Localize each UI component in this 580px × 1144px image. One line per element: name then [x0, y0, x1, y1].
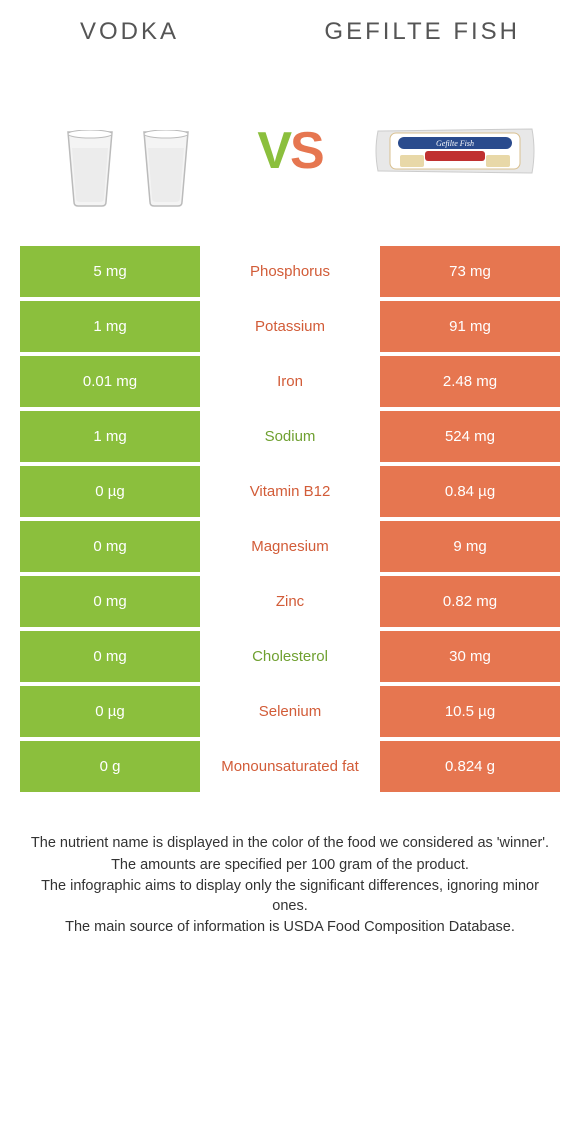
vodka-image [50, 86, 210, 216]
nutrient-label: Magnesium [200, 521, 380, 572]
nutrient-row: 1 mgPotassium91 mg [20, 301, 560, 356]
nutrient-row: 0 mgZinc0.82 mg [20, 576, 560, 631]
left-value: 0.01 mg [20, 356, 200, 407]
right-value: 30 mg [380, 631, 560, 682]
vs-v-letter: V [257, 122, 290, 180]
title-right: GEFILTE FISH [324, 18, 520, 46]
nutrient-row: 0 mgCholesterol30 mg [20, 631, 560, 686]
vs-badge: VS [257, 121, 322, 181]
nutrient-row: 5 mgPhosphorus73 mg [20, 246, 560, 301]
nutrient-label: Sodium [200, 411, 380, 462]
right-value: 10.5 µg [380, 686, 560, 737]
right-value: 2.48 mg [380, 356, 560, 407]
fish-package-icon: Gefilte Fish [370, 111, 540, 191]
nutrient-label: Zinc [200, 576, 380, 627]
title-left: VODKA [80, 18, 179, 46]
left-value: 0 µg [20, 466, 200, 517]
illustration-row: VS Gefilte Fish [0, 56, 580, 246]
nutrient-label: Phosphorus [200, 246, 380, 297]
left-value: 1 mg [20, 301, 200, 352]
nutrient-label: Vitamin B12 [200, 466, 380, 517]
footer-line: The nutrient name is displayed in the co… [28, 834, 552, 854]
nutrient-label: Selenium [200, 686, 380, 737]
right-value: 0.84 µg [380, 466, 560, 517]
left-value: 0 µg [20, 686, 200, 737]
shot-glass-icon [62, 130, 118, 208]
nutrient-row: 0 gMonounsaturated fat0.824 g [20, 741, 560, 796]
vs-s-letter: S [290, 122, 323, 180]
nutrient-row: 0.01 mgIron2.48 mg [20, 356, 560, 411]
footer-notes: The nutrient name is displayed in the co… [0, 796, 580, 938]
left-value: 0 mg [20, 631, 200, 682]
right-value: 73 mg [380, 246, 560, 297]
nutrient-row: 0 µgSelenium10.5 µg [20, 686, 560, 741]
left-value: 5 mg [20, 246, 200, 297]
left-value: 0 g [20, 741, 200, 792]
right-value: 9 mg [380, 521, 560, 572]
right-value: 0.82 mg [380, 576, 560, 627]
right-value: 91 mg [380, 301, 560, 352]
nutrient-label: Cholesterol [200, 631, 380, 682]
shot-glass-icon [138, 130, 194, 208]
nutrient-label: Potassium [200, 301, 380, 352]
right-value: 0.824 g [380, 741, 560, 792]
right-value: 524 mg [380, 411, 560, 462]
nutrient-table: 5 mgPhosphorus73 mg1 mgPotassium91 mg0.0… [0, 246, 580, 796]
svg-text:Gefilte Fish: Gefilte Fish [436, 139, 474, 148]
nutrient-row: 0 mgMagnesium9 mg [20, 521, 560, 576]
left-value: 1 mg [20, 411, 200, 462]
nutrient-label: Monounsaturated fat [200, 741, 380, 792]
nutrient-row: 1 mgSodium524 mg [20, 411, 560, 466]
footer-line: The main source of information is USDA F… [28, 918, 552, 938]
header-row: VODKA GEFILTE FISH [0, 0, 580, 56]
footer-line: The amounts are specified per 100 gram o… [28, 856, 552, 876]
nutrient-row: 0 µgVitamin B120.84 µg [20, 466, 560, 521]
nutrient-label: Iron [200, 356, 380, 407]
gefilte-fish-image: Gefilte Fish [370, 111, 540, 191]
footer-line: The infographic aims to display only the… [28, 877, 552, 916]
left-value: 0 mg [20, 521, 200, 572]
left-value: 0 mg [20, 576, 200, 627]
